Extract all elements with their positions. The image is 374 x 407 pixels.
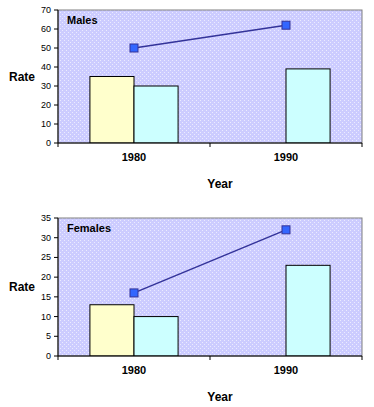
x-tick [58,356,59,360]
chart-root: 0 10 20 30 40 50 60 70 1980 1990 Males Rate Year 0 5 10… [0,0,374,407]
y-tick [54,143,58,144]
y-tick [54,257,58,258]
y-tick [54,218,58,219]
x-tick-label: 1980 [122,364,146,376]
chart-title: Males [67,14,98,26]
y-tick [54,316,58,317]
y-tick-label: 10 [41,312,51,322]
y-tick [54,105,58,106]
y-tick-label: 20 [41,272,51,282]
y-tick-label: 70 [41,5,51,15]
y-tick-label: 0 [46,351,51,361]
plot-area [58,10,362,143]
plot-area [58,218,362,356]
y-tick-label: 25 [41,252,51,262]
marks [90,21,330,143]
x-tick-label: 1990 [274,151,298,163]
x-tick [362,356,363,360]
line [134,230,286,293]
y-axis-label: Rate [9,70,35,84]
x-tick [210,356,211,360]
y-tick-label: 5 [46,331,51,341]
x-tick-label: 1980 [122,151,146,163]
marker [130,44,138,52]
bar [134,317,178,356]
marks [90,226,330,356]
y-tick-label: 60 [41,24,51,34]
x-tick-label: 1990 [274,364,298,376]
marker [282,226,290,234]
y-tick [54,296,58,297]
marker [130,289,138,297]
y-axis [58,218,59,356]
y-tick [54,48,58,49]
y-tick-label: 30 [41,81,51,91]
y-tick-label: 10 [41,119,51,129]
x-tick [58,143,59,147]
y-tick [54,336,58,337]
x-axis-label: Year [207,390,233,404]
x-tick [362,143,363,147]
y-tick [54,67,58,68]
y-axis [58,10,59,143]
bar [90,305,134,356]
y-tick-label: 30 [41,233,51,243]
y-tick-label: 40 [41,62,51,72]
y-axis-label: Rate [9,280,35,294]
x-tick [210,143,211,147]
line [134,25,286,48]
bar [286,69,330,143]
y-tick-label: 35 [41,213,51,223]
y-tick [54,10,58,11]
bar [286,265,330,356]
y-tick [54,29,58,30]
bar [134,86,178,143]
y-tick-label: 50 [41,43,51,53]
y-tick [54,86,58,87]
bar [90,77,134,144]
y-tick-label: 0 [46,138,51,148]
marker [282,21,290,29]
y-tick-label: 15 [41,292,51,302]
x-axis-label: Year [207,177,233,191]
y-tick [54,356,58,357]
y-tick-label: 20 [41,100,51,110]
chart-title: Females [67,222,111,234]
y-tick [54,237,58,238]
y-tick [54,124,58,125]
y-tick [54,277,58,278]
